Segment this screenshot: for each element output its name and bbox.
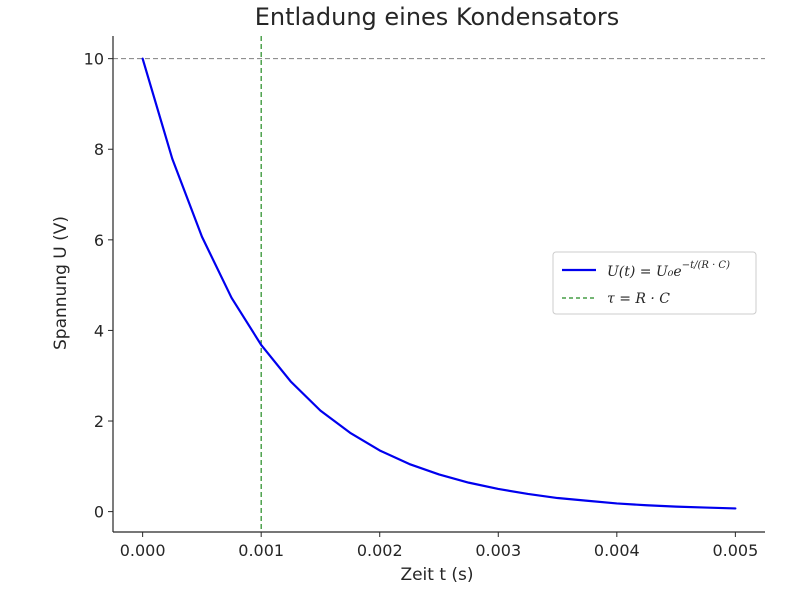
legend-label-current-main: U(t) = U₀e <box>607 264 682 280</box>
axes <box>112 36 765 533</box>
legend-label-current-exponent: −t/(R · C) <box>682 260 730 271</box>
y-tick-label: 4 <box>94 321 104 340</box>
x-tick-label: 0.005 <box>712 541 758 560</box>
x-axis-label: Zeit t (s) <box>400 565 473 585</box>
y-tick-label: 2 <box>94 412 104 431</box>
x-tick-label: 0.003 <box>475 541 521 560</box>
x-tick-label: 0.004 <box>594 541 640 560</box>
y-tick-label: 6 <box>94 231 104 250</box>
x-tick-label: 0.000 <box>120 541 166 560</box>
x-tick-label: 0.001 <box>238 541 284 560</box>
y-axis-ticks: 0 2 4 6 8 10 <box>84 50 113 522</box>
legend-frame <box>552 251 757 315</box>
y-axis-label: Spannung U (V) <box>51 216 71 350</box>
y-tick-label: 0 <box>94 503 104 522</box>
legend-label-tau: τ = R · C <box>607 291 670 307</box>
series-line-0 <box>141 57 737 510</box>
x-tick-label: 0.002 <box>357 541 403 560</box>
y-tick-label: 8 <box>94 140 104 159</box>
chart-title: Entladung eines Kondensators <box>255 3 620 31</box>
reference-lines <box>113 36 765 532</box>
plot-area: 0.000 0.001 0.002 0.003 0.004 0.005 0 2 4 6 8 10 <box>84 36 765 560</box>
x-axis-ticks: 0.000 0.001 0.002 0.003 0.004 0.005 <box>120 532 758 560</box>
legend-label-current: U(t) = U₀e−t/(R · C) <box>607 260 730 280</box>
legend: U(t) = U₀e−t/(R · C) τ = R · C <box>552 251 757 315</box>
series-layer <box>141 57 737 510</box>
y-tick-label: 10 <box>84 50 104 69</box>
